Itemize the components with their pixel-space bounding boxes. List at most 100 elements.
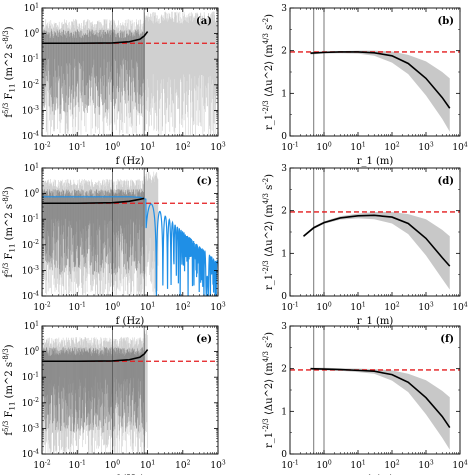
plot-area bbox=[290, 168, 460, 296]
x-axis-label: f (Hz) bbox=[116, 156, 145, 167]
y-tick-label: 10-1​ bbox=[22, 372, 39, 384]
x-tick-label: 100​ bbox=[316, 141, 331, 153]
x-tick-label: 100​ bbox=[316, 459, 331, 471]
x-tick-label: 100​ bbox=[105, 141, 120, 153]
y-tick-label: 10-2​ bbox=[22, 397, 39, 409]
mean-curve bbox=[310, 51, 451, 109]
panel-d: 10-1​ 100​ 101​ 102​ 103​ 104​ 0 1 2 3 r_1 (m) r_1-… bbox=[262, 164, 468, 327]
x-tick-label: 10-2​ bbox=[33, 459, 50, 471]
x-axis-label: f (Hz) bbox=[116, 316, 145, 327]
y-tick-label: 101​ bbox=[24, 162, 39, 174]
y-tick-label: 3 bbox=[281, 164, 287, 174]
x-tick-label: 103​ bbox=[210, 141, 225, 153]
panel-label: (a) bbox=[196, 16, 212, 27]
x-tick-label: 103​ bbox=[418, 301, 433, 313]
x-tick-label: 101​ bbox=[140, 301, 155, 313]
y-tick-label: 3 bbox=[281, 4, 287, 14]
panel-label: (c) bbox=[196, 176, 212, 187]
x-tick-label: 103​ bbox=[418, 459, 433, 471]
spectrum-band-dark bbox=[42, 29, 145, 115]
y-tick-label: 2 bbox=[281, 47, 287, 57]
model-curve-blue bbox=[42, 196, 218, 296]
x-tick-label: 10-1​ bbox=[69, 301, 86, 313]
y-tick-label: 100​ bbox=[24, 28, 39, 40]
y-axis-label: r_1-2/3​ ⟨Δu^2⟩ (m4/3​ s-2​) bbox=[262, 174, 275, 290]
y-tick-label: 100​ bbox=[24, 346, 39, 358]
mean-curve bbox=[303, 214, 451, 267]
axes-frame bbox=[41, 325, 219, 455]
x-tick-label: 101​ bbox=[350, 141, 365, 153]
uncertainty-band bbox=[310, 50, 450, 132]
y-tick-label: 10-1​ bbox=[22, 54, 39, 66]
plot-area bbox=[42, 168, 218, 296]
y-tick-label: 0 bbox=[281, 292, 287, 302]
x-tick-label: 101​ bbox=[140, 141, 155, 153]
panel-label: (b) bbox=[438, 16, 454, 27]
x-tick-label: 102​ bbox=[175, 301, 190, 313]
mean-curve bbox=[42, 349, 149, 363]
x-tick-label: 10-1​ bbox=[281, 301, 298, 313]
y-axis-label: f5/3​ F11​ (m^2 s-8/3​) bbox=[2, 186, 17, 277]
y-tick-label: 1 bbox=[281, 407, 287, 417]
x-tick-label: 102​ bbox=[384, 459, 399, 471]
panel-label: (d) bbox=[438, 176, 454, 187]
plot-area bbox=[42, 326, 218, 454]
y-tick-label: 10-2​ bbox=[22, 79, 39, 91]
x-tick-label: 10-1​ bbox=[281, 459, 298, 471]
y-tick-label: 10-2​ bbox=[22, 239, 39, 251]
plot-area bbox=[290, 8, 460, 136]
y-tick-label: 10-1​ bbox=[22, 214, 39, 226]
uncertainty-band bbox=[303, 211, 450, 290]
x-tick-label: 10-1​ bbox=[281, 141, 298, 153]
y-tick-label: 10-4​ bbox=[22, 130, 39, 142]
x-tick-label: 101​ bbox=[350, 459, 365, 471]
panel-label: (e) bbox=[196, 334, 212, 345]
x-tick-label: 103​ bbox=[210, 301, 225, 313]
x-tick-label: 10-2​ bbox=[33, 301, 50, 313]
x-tick-label: 102​ bbox=[175, 141, 190, 153]
uncertainty-band bbox=[310, 367, 450, 450]
x-axis-label: r_1 (m) bbox=[357, 156, 394, 167]
x-tick-label: 102​ bbox=[175, 459, 190, 471]
y-tick-label: 10-3​ bbox=[22, 105, 39, 117]
x-tick-label: 100​ bbox=[105, 459, 120, 471]
y-axis-label: f5/3​ F11​ (m^2 s-8/3​) bbox=[2, 26, 17, 117]
panel-c: 10-2​ 10-1​ 100​ 101​ 102​ 103​ 10-4​ 10-3​ 10-2… bbox=[2, 162, 226, 327]
x-tick-label: 103​ bbox=[418, 141, 433, 153]
x-tick-label: 10-2​ bbox=[33, 141, 50, 153]
y-tick-label: 0 bbox=[281, 132, 287, 142]
panel-e: 10-2​ 10-1​ 100​ 101​ 102​ 103​ 10-4​ 10-3​ 10-2… bbox=[2, 320, 226, 475]
x-tick-label: 104​ bbox=[452, 459, 467, 471]
y-tick-label: 2 bbox=[281, 207, 287, 217]
x-tick-label: 102​ bbox=[384, 141, 399, 153]
mean-curve bbox=[42, 197, 145, 205]
plot-area bbox=[42, 8, 218, 136]
y-tick-label: 10-4​ bbox=[22, 290, 39, 302]
y-tick-label: 100​ bbox=[24, 188, 39, 200]
mean-curve bbox=[310, 367, 451, 428]
x-tick-label: 104​ bbox=[452, 141, 467, 153]
y-axis-label: f5/3​ F11​ (m^2 s-8/3​) bbox=[2, 344, 17, 435]
x-tick-label: 100​ bbox=[316, 301, 331, 313]
y-tick-label: 101​ bbox=[24, 320, 39, 332]
x-tick-label: 10-1​ bbox=[69, 141, 86, 153]
y-tick-label: 0 bbox=[281, 450, 287, 460]
panel-b: 10-1​ 100​ 101​ 102​ 103​ 104​ 0 1 2 3 r_1 (m) r_1-… bbox=[262, 4, 468, 167]
y-tick-label: 101​ bbox=[24, 2, 39, 14]
x-tick-label: 101​ bbox=[140, 459, 155, 471]
x-axis-label: r_1 (m) bbox=[357, 316, 394, 327]
y-tick-label: 2 bbox=[281, 365, 287, 375]
y-axis-label: r_1-2/3​ ⟨Δu^2⟩ (m4/3​ s-2​) bbox=[262, 14, 275, 130]
panel-label: (f) bbox=[440, 334, 454, 345]
x-tick-label: 104​ bbox=[452, 301, 467, 313]
y-tick-label: 10-3​ bbox=[22, 265, 39, 277]
axes-frame bbox=[41, 7, 219, 137]
y-tick-label: 10-4​ bbox=[22, 448, 39, 460]
y-tick-label: 10-3​ bbox=[22, 423, 39, 435]
y-tick-label: 1 bbox=[281, 89, 287, 99]
y-axis-label: r_1-2/3​ ⟨Δu^2⟩ (m4/3​ s-2​) bbox=[262, 332, 275, 448]
y-tick-label: 3 bbox=[281, 322, 287, 332]
axes-frame bbox=[41, 167, 219, 297]
